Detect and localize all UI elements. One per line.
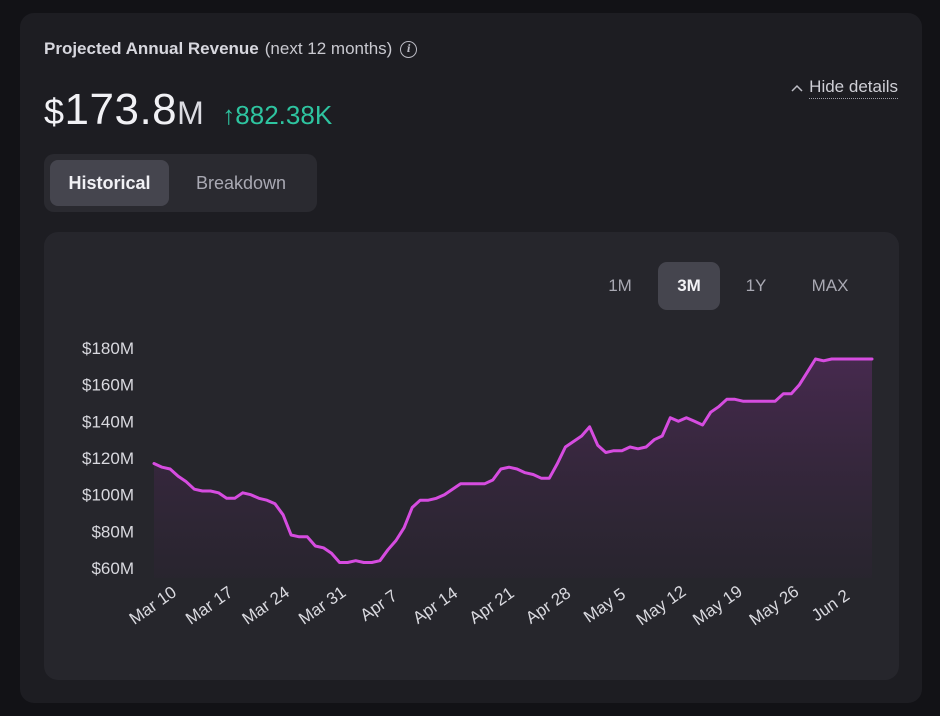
x-tick-label: Apr 7: [357, 586, 401, 625]
x-tick-label: May 19: [689, 582, 746, 630]
info-icon[interactable]: i: [400, 40, 418, 58]
revenue-change: ↑882.38K: [222, 100, 333, 130]
revenue-value: $173.8M: [44, 85, 205, 134]
chevron-up-icon: [791, 84, 803, 92]
tab-historical[interactable]: Historical: [50, 160, 169, 206]
y-tick-label: $140M: [82, 412, 134, 431]
x-tick-label: May 5: [580, 584, 629, 626]
tab-breakdown[interactable]: Breakdown: [195, 173, 287, 193]
summary: $173.8M ↑882.38K: [44, 85, 332, 135]
hide-details-label: Hide details: [809, 77, 898, 99]
arrow-up-icon: ↑: [222, 100, 236, 130]
x-tick-label: May 12: [633, 582, 690, 630]
page-title: Projected Annual Revenue: [44, 39, 259, 58]
range-3m-button[interactable]: 3M: [658, 262, 720, 310]
range-1y-button[interactable]: 1Y: [745, 276, 767, 295]
x-tick-label: May 26: [746, 582, 803, 630]
x-tick-label: Apr 21: [466, 583, 518, 627]
chart-panel: 1M 3M 1Y MAX $60M $80M $100M $120M $140M $160…: [44, 232, 899, 680]
view-tabs: Historical Breakdown: [44, 154, 317, 212]
range-1m-button[interactable]: 1M: [608, 276, 632, 295]
revenue-card: Projected Annual Revenue (next 12 months…: [20, 13, 922, 703]
page-subtitle: (next 12 months): [264, 39, 393, 58]
y-tick-label: $160M: [82, 376, 134, 395]
x-tick-label: Mar 24: [239, 583, 293, 629]
x-tick-label: Mar 10: [126, 583, 180, 629]
y-tick-label: $80M: [91, 522, 134, 541]
x-tick-label: Mar 31: [295, 583, 349, 629]
y-tick-label: $100M: [82, 486, 134, 505]
series-line: [152, 357, 874, 564]
x-tick-label: Jun 2: [808, 586, 853, 625]
y-tick-label: $180M: [82, 339, 134, 358]
hide-details-link[interactable]: Hide details: [791, 77, 898, 99]
header: Projected Annual Revenue (next 12 months…: [44, 39, 418, 59]
x-tick-label: Apr 14: [409, 583, 461, 627]
y-tick-label: $60M: [91, 559, 134, 578]
range-max-button[interactable]: MAX: [811, 276, 849, 295]
y-tick-label: $120M: [82, 449, 134, 468]
x-tick-label: Apr 28: [522, 583, 574, 627]
x-tick-label: Mar 17: [182, 583, 236, 629]
